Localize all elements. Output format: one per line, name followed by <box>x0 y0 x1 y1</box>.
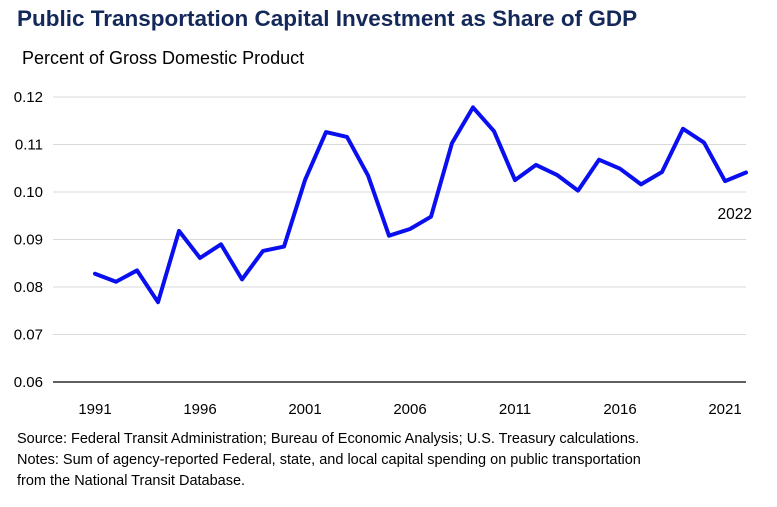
series-line <box>93 105 748 305</box>
notes-line-1: Notes: Sum of agency-reported Federal, s… <box>17 452 641 468</box>
end-year-annotation: 2022 <box>718 206 752 223</box>
x-tick-label: 2001 <box>288 401 321 418</box>
y-tick-label: 0.06 <box>14 374 43 391</box>
x-tick-label: 2021 <box>708 401 741 418</box>
y-tick-label: 0.10 <box>14 184 43 201</box>
x-axis-ticks: 1991 1996 2001 2006 2011 2016 2021 <box>78 401 741 418</box>
source-line: Source: Federal Transit Administration; … <box>17 431 640 447</box>
y-tick-label: 0.12 <box>14 89 43 106</box>
y-axis-ticks: 0.06 0.07 0.08 0.09 0.10 0.11 0.12 <box>14 89 43 391</box>
series-group <box>93 105 748 305</box>
chart-subtitle: Percent of Gross Domestic Product <box>22 48 305 68</box>
chart-title: Public Transportation Capital Investment… <box>17 6 638 31</box>
x-tick-label: 2011 <box>499 401 531 418</box>
x-tick-label: 1991 <box>78 401 111 418</box>
annotations: 2022 <box>718 206 752 223</box>
gridlines <box>53 96 746 383</box>
y-tick-label: 0.08 <box>14 279 43 296</box>
x-tick-label: 2006 <box>393 401 426 418</box>
line-chart: 0.06 0.07 0.08 0.09 0.10 0.11 0.12 1991 1996 200… <box>14 89 752 418</box>
x-tick-label: 2016 <box>603 401 636 418</box>
notes-line-2: from the National Transit Database. <box>17 473 246 489</box>
y-tick-label: 0.09 <box>14 232 43 249</box>
y-tick-label: 0.07 <box>14 327 43 344</box>
x-tick-label: 1996 <box>183 401 216 418</box>
y-tick-label: 0.11 <box>15 137 43 154</box>
source-notes: Source: Federal Transit Administration; … <box>17 429 772 492</box>
